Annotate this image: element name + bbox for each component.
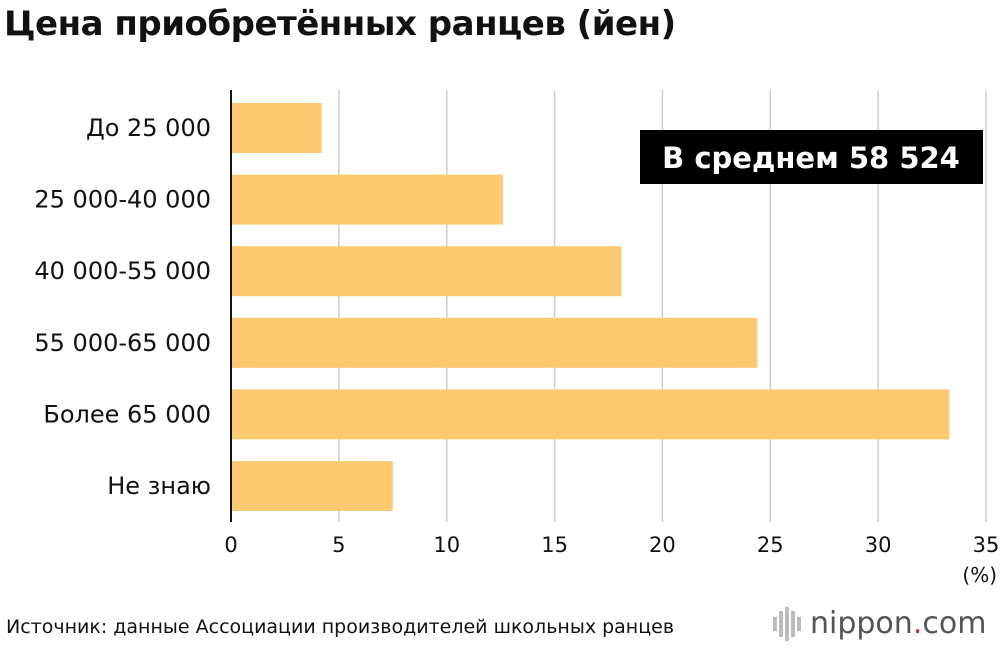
x-tick-label: 15	[541, 533, 568, 557]
bar	[231, 461, 393, 511]
brand-logo: nippon.com	[772, 606, 986, 641]
bar-chart: 0 5 10 15 20 25 30 35 (%) До 25 000 25 000-40 000 4…	[34, 90, 1000, 587]
x-tick-label: 20	[649, 533, 676, 557]
nippon-logo-icon	[773, 606, 801, 641]
brand-tld: com	[922, 606, 987, 641]
bar	[231, 103, 322, 153]
category-label: Не знаю	[107, 472, 211, 500]
x-tick-label: 10	[433, 533, 460, 557]
category-label: До 25 000	[86, 114, 211, 142]
category-label: 25 000-40 000	[34, 186, 211, 214]
brand-text: nippon.com	[810, 606, 986, 641]
category-label: Более 65 000	[43, 400, 211, 428]
bar	[231, 389, 950, 440]
x-tick-label: 5	[332, 533, 345, 557]
bar	[231, 174, 503, 225]
x-unit-label: (%)	[962, 563, 997, 587]
x-tick-label: 0	[224, 533, 237, 557]
x-tick-label: 25	[757, 533, 784, 557]
category-label: 40 000-55 000	[34, 257, 211, 285]
brand-name: nippon	[810, 606, 913, 641]
average-annotation-box	[640, 130, 983, 184]
x-tick-label: 30	[865, 533, 892, 557]
source-note: Источник: данные Ассоциации производител…	[6, 616, 675, 638]
chart-title: Цена приобретённых ранцев (йен)	[4, 4, 676, 44]
average-annotation: В среднем 58 524	[662, 141, 960, 175]
x-tick-label: 35	[973, 533, 1000, 557]
brand-dot: .	[912, 606, 923, 641]
bar	[231, 317, 758, 368]
bar	[231, 246, 622, 297]
category-label: 55 000-65 000	[34, 329, 211, 357]
